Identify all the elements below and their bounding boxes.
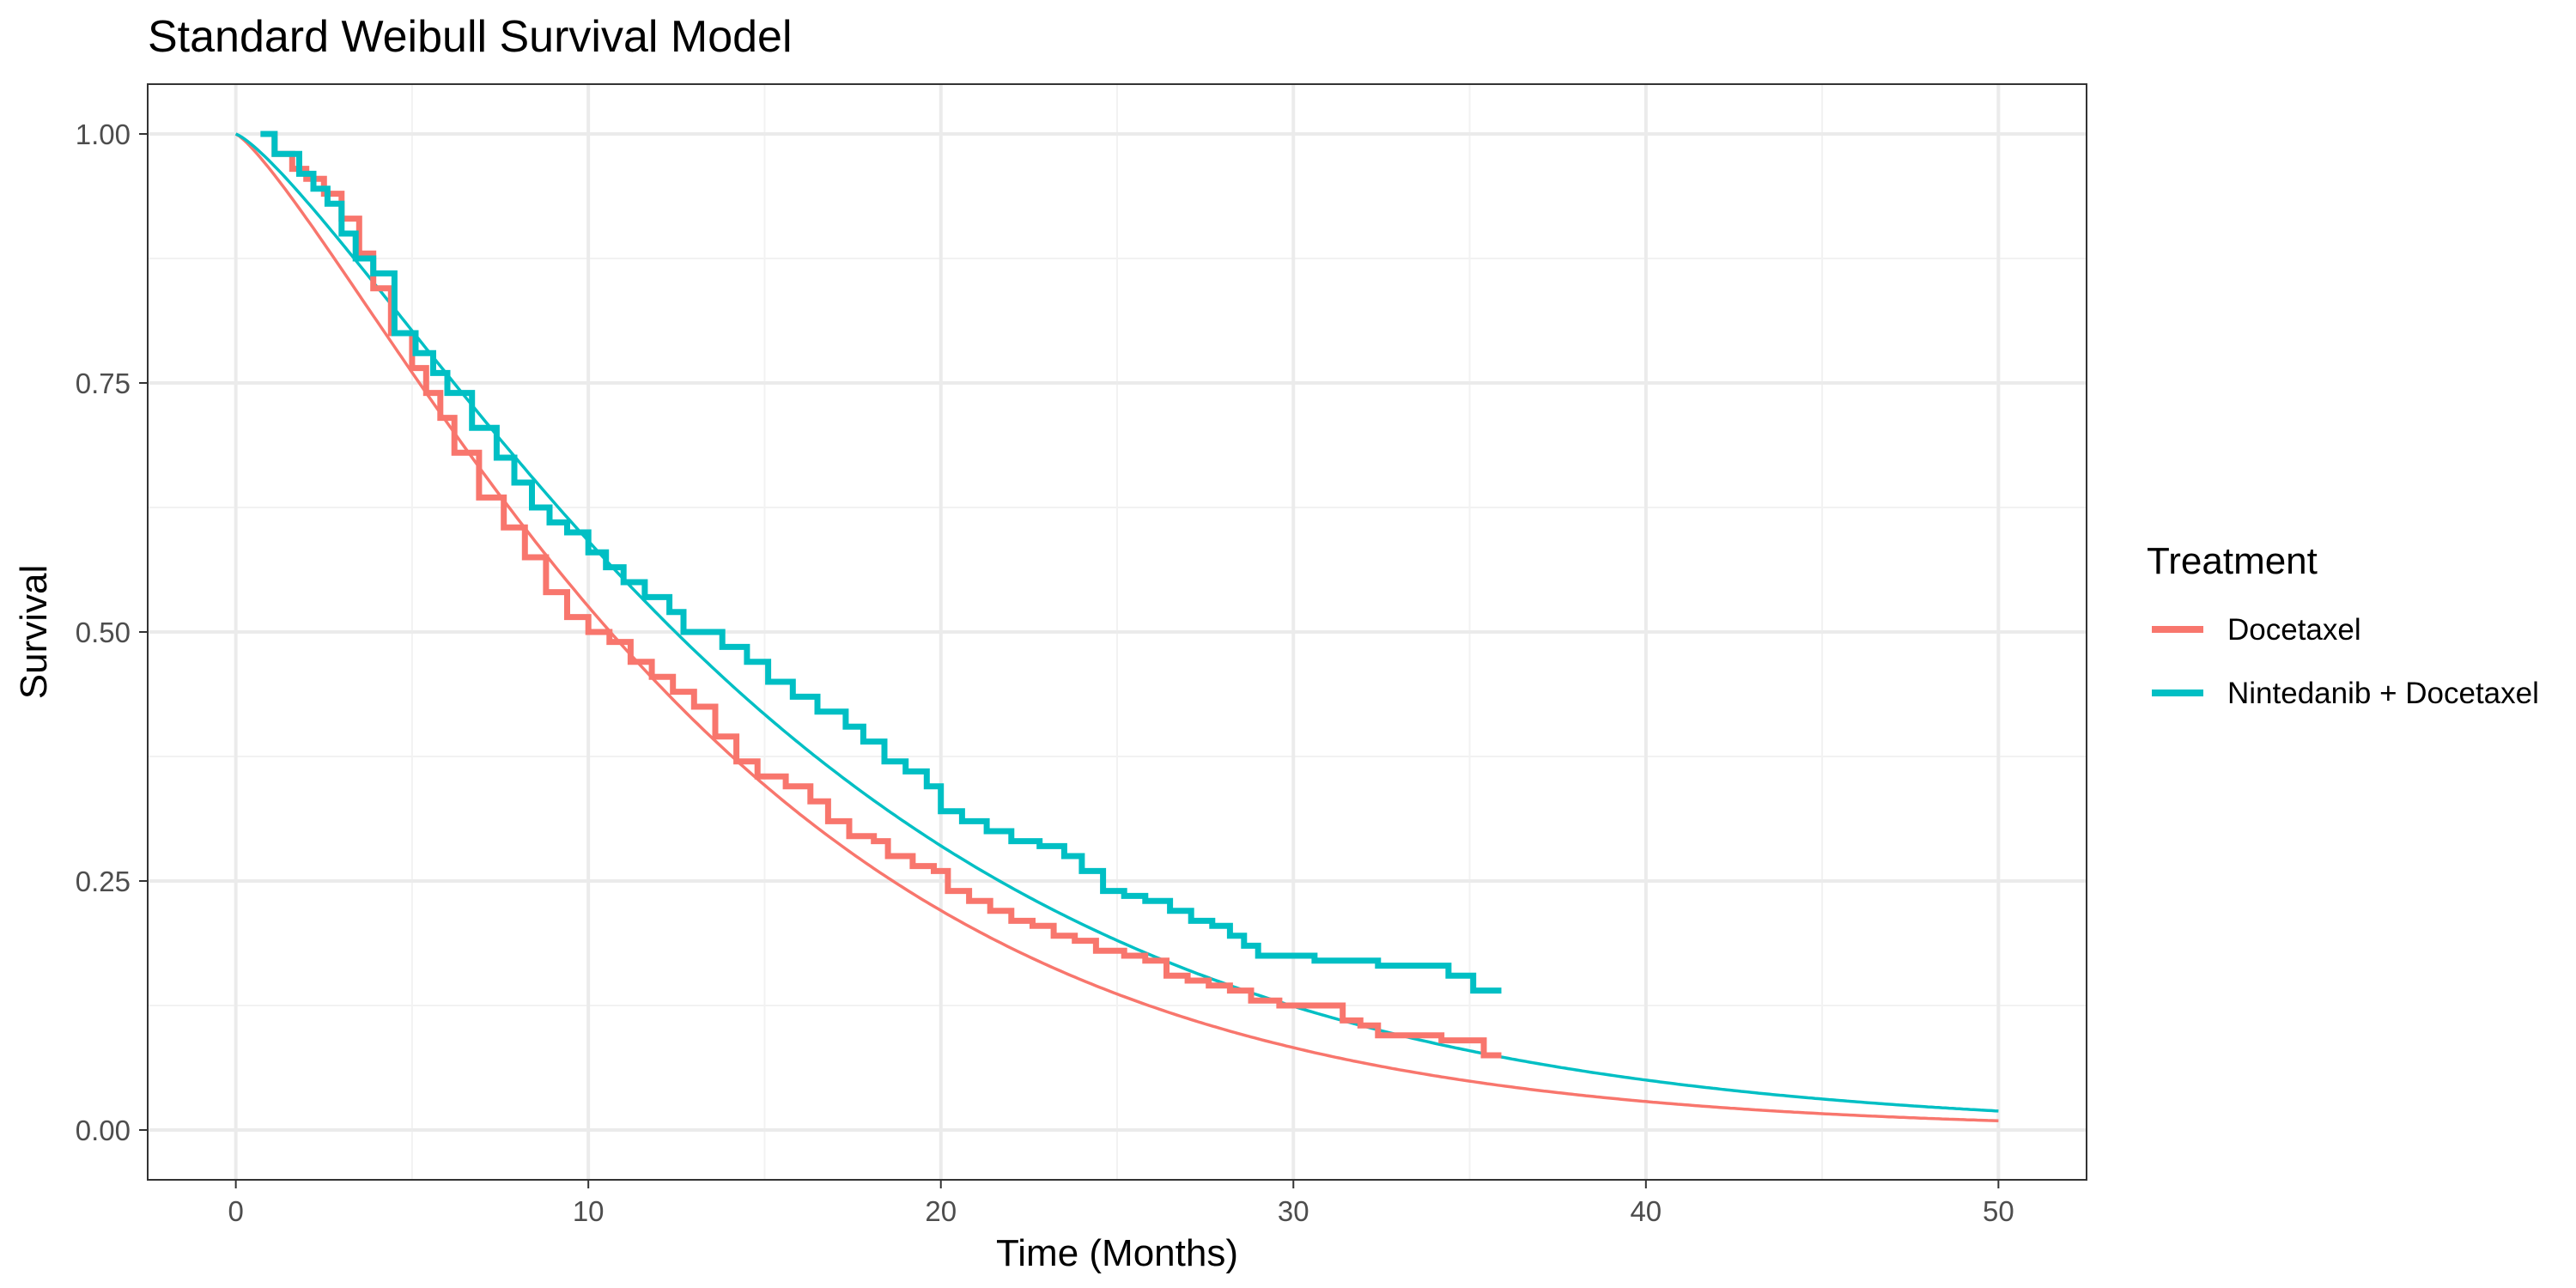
weibull-fit-layer — [234, 132, 1999, 1122]
x-axis-title: Time (Months) — [996, 1232, 1238, 1274]
legend: Treatment Docetaxel Nintedanib + Docetaxe… — [2147, 540, 2539, 710]
weibull-fit-nintedanib-docetaxel — [234, 132, 1999, 1113]
x-tick-label: 10 — [573, 1195, 605, 1227]
x-tick-label: 50 — [1983, 1195, 2014, 1227]
kaplan-meier-layer — [260, 131, 1502, 1059]
km-curve-nintedanib-docetaxel — [260, 131, 1502, 994]
legend-title: Treatment — [2147, 540, 2318, 582]
x-tick-label: 20 — [925, 1195, 957, 1227]
km-curve-docetaxel — [260, 131, 1502, 1059]
x-tick-label: 0 — [228, 1195, 243, 1227]
y-tick-label: 1.00 — [76, 118, 131, 150]
chart-title: Standard Weibull Survival Model — [148, 12, 793, 62]
weibull-fit-docetaxel — [234, 132, 1999, 1122]
axis-layer: 0 10 20 30 40 50 0.00 0.25 0.50 0.75 1.00 — [76, 118, 2014, 1227]
legend-label: Nintedanib + Docetaxel — [2227, 677, 2539, 710]
grid-layer — [148, 84, 2087, 1180]
y-axis-title: Survival — [13, 565, 55, 700]
x-tick-label: 40 — [1630, 1195, 1662, 1227]
y-tick-label: 0.00 — [76, 1115, 131, 1146]
x-tick-label: 30 — [1278, 1195, 1309, 1227]
y-tick-label: 0.25 — [76, 866, 131, 897]
y-tick-label: 0.75 — [76, 368, 131, 399]
legend-label: Docetaxel — [2227, 613, 2361, 647]
y-tick-label: 0.50 — [76, 617, 131, 648]
